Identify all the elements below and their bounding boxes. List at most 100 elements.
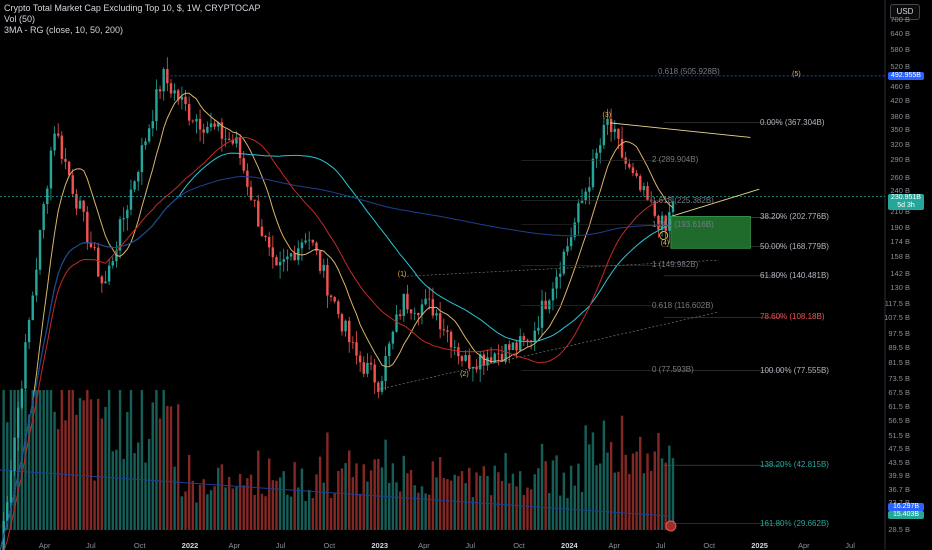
volume-bar xyxy=(428,494,431,530)
candle-body xyxy=(89,242,93,248)
candle-body xyxy=(326,264,329,296)
candle-body xyxy=(369,362,373,365)
candle-body xyxy=(562,251,566,274)
candle-body xyxy=(475,366,478,370)
chart-legend: Crypto Total Market Cap Excluding Top 10… xyxy=(4,3,260,36)
candle-body xyxy=(460,356,464,361)
candle-body xyxy=(606,118,609,125)
candle-body xyxy=(46,188,49,205)
volume-bar xyxy=(609,441,613,530)
ma-red-line xyxy=(3,136,674,550)
fib-retracement-label: 38.20% (202.776B) xyxy=(760,212,829,222)
candle-body xyxy=(20,388,24,408)
volume-bar xyxy=(86,390,89,530)
candle-body xyxy=(344,320,347,332)
y-tick-label: 142 B xyxy=(890,269,910,279)
fib-extension-label: 1.382 (193.616B) xyxy=(652,219,714,229)
candle-body xyxy=(238,137,242,159)
volume-bar xyxy=(155,390,158,530)
wave-label: (2) xyxy=(460,370,469,378)
candle-body xyxy=(453,347,456,348)
candle-body xyxy=(300,242,304,249)
candle-body xyxy=(213,123,216,127)
candle-body xyxy=(67,161,71,176)
volume-bar xyxy=(293,462,296,530)
y-tick-label: 520 B xyxy=(890,62,910,72)
volume-bar xyxy=(304,500,307,530)
volume-bar xyxy=(82,400,85,530)
candle-body xyxy=(217,122,220,127)
ath-price-label: 492.955B xyxy=(888,72,924,80)
volume-bar xyxy=(584,425,587,530)
candle-body xyxy=(664,215,667,231)
candle-body xyxy=(191,120,195,122)
x-tick-label: Apr xyxy=(38,541,51,550)
candle-body xyxy=(202,129,205,133)
volume-bar xyxy=(2,390,5,530)
y-tick-label: 420 B xyxy=(890,96,910,106)
volume-bar xyxy=(446,479,449,530)
candle-body xyxy=(315,242,318,251)
fib-retracement-label: 78.60% (108.18B) xyxy=(760,312,825,322)
candle-body xyxy=(155,89,158,122)
volume-bar xyxy=(307,489,311,530)
volume-bar xyxy=(395,482,398,530)
volume-bar xyxy=(602,420,606,530)
candle-body xyxy=(420,304,424,316)
candle-body xyxy=(660,215,664,230)
volume-bar xyxy=(224,487,227,530)
volume-bar xyxy=(406,473,409,530)
candle-body xyxy=(653,201,657,216)
fib-extension-label: 2 (289.904B) xyxy=(652,155,699,165)
candle-body xyxy=(169,83,173,94)
volume-bar xyxy=(71,390,74,530)
volume-bar xyxy=(184,491,187,530)
fib-retracement-label: 161.80% (29.662B) xyxy=(760,518,829,528)
volume-bar xyxy=(195,502,198,530)
volume-bar xyxy=(435,477,438,530)
volume-bar xyxy=(511,473,515,530)
candle-body xyxy=(613,128,616,132)
currency-button[interactable]: USD xyxy=(890,4,920,20)
volume-bar xyxy=(482,466,486,530)
candle-body xyxy=(635,173,638,177)
fib-extension-label: 0.618 (505.928B) xyxy=(658,66,720,76)
fib-retracement-label: 0.00% (367.304B) xyxy=(760,117,825,127)
volume-bar xyxy=(67,390,71,530)
candle-body xyxy=(599,145,602,153)
volume-bar xyxy=(620,415,624,530)
volume-bar xyxy=(333,493,336,530)
y-tick-label: 36.7 B xyxy=(888,484,910,494)
x-tick-label: Apr xyxy=(228,541,241,550)
candle-body xyxy=(257,200,260,227)
volume-bar xyxy=(166,405,169,530)
candle-body xyxy=(657,215,660,230)
candle-body xyxy=(304,240,307,243)
candle-body xyxy=(111,261,114,266)
volume-bar xyxy=(56,429,60,530)
x-tick-label: 2022 xyxy=(181,541,199,550)
candle-body xyxy=(348,320,351,343)
candle-body xyxy=(435,313,438,316)
volume-bar xyxy=(140,390,144,530)
candle-body xyxy=(93,247,96,249)
volume-bar xyxy=(366,481,369,530)
y-tick-label: 117.5 B xyxy=(884,299,910,309)
volume-bar xyxy=(497,472,500,530)
volume-bar xyxy=(635,451,638,530)
candle-body xyxy=(187,104,191,121)
candle-body xyxy=(464,355,467,361)
candle-body xyxy=(398,314,402,317)
candle-body xyxy=(184,96,187,105)
volume-bar xyxy=(628,473,631,530)
candle-body xyxy=(282,259,285,262)
y-tick-label: 43.5 B xyxy=(888,457,910,467)
candle-body xyxy=(515,342,518,351)
volume-bar xyxy=(468,467,471,530)
candle-body xyxy=(548,300,551,310)
fib-retracement-label: 61.80% (140.481B) xyxy=(760,270,829,280)
volume-bar xyxy=(118,390,122,530)
candle-body xyxy=(511,342,515,350)
candle-body xyxy=(373,364,376,383)
